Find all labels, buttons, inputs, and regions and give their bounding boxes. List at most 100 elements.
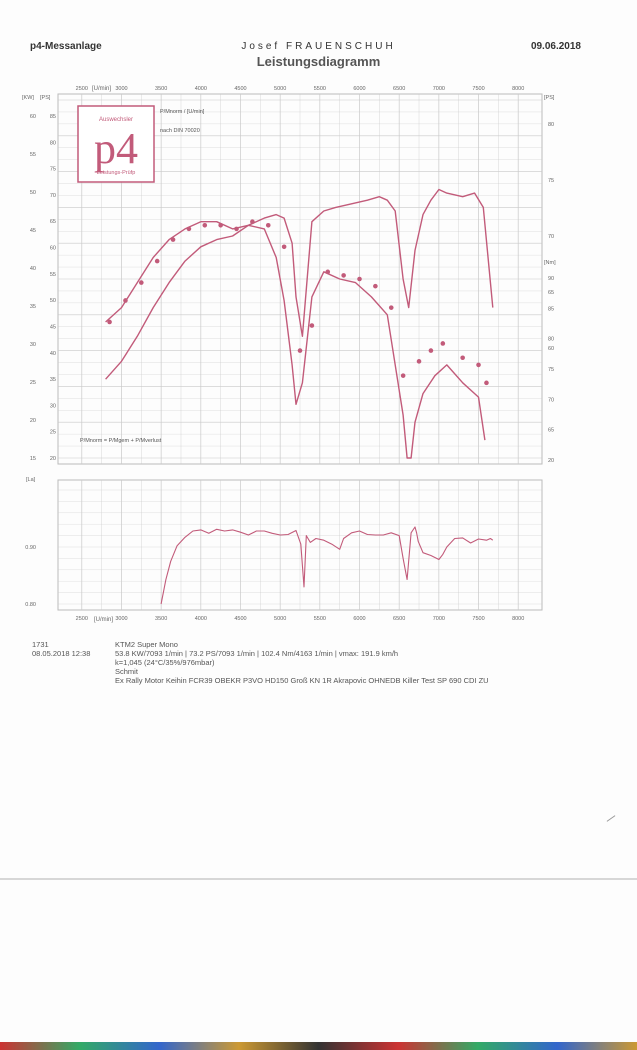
y-tick-lambda: 0.90 xyxy=(25,545,36,551)
y-tick-right-nm: 85 xyxy=(548,306,554,312)
main-grid xyxy=(58,94,542,464)
x-tick-label: 7000 xyxy=(433,86,445,92)
data-point xyxy=(170,237,176,242)
x-tick-label: 2500 xyxy=(76,86,88,92)
main-series xyxy=(105,188,494,459)
y-tick-kw: 40 xyxy=(30,266,36,272)
x-tick-label: 8000 xyxy=(512,86,524,92)
logo-bottom-text: Leistungs-Prüfp xyxy=(97,170,136,176)
y-tick-ps: 35 xyxy=(50,377,56,383)
series-line-m xyxy=(105,221,486,459)
vehicle-name: KTM2 Super Mono xyxy=(115,640,178,649)
x-tick-label: 5500 xyxy=(314,616,326,622)
x-tick-label: 5000 xyxy=(274,616,286,622)
data-point xyxy=(357,276,362,282)
x-tick-label: 3500 xyxy=(155,86,167,92)
x-tick-label: 5500 xyxy=(314,86,326,92)
data-point xyxy=(107,319,112,325)
x-tick-label: 7000 xyxy=(433,616,445,622)
y-tick-kw: 50 xyxy=(30,190,36,196)
data-point xyxy=(476,362,481,368)
scan-bottom-bar xyxy=(0,1042,637,1050)
y-tick-ps: 65 xyxy=(50,219,56,225)
setup-notes: Ex Rally Motor Keihin FCR39 OBEKR P3VO H… xyxy=(115,676,489,685)
x-axis-top: 2500 3000 3500 4000 4500 5000 5500 6000 6500 7000… xyxy=(76,86,525,92)
right-unit-nm: [Nm] xyxy=(544,260,556,266)
y-tick-right-nm: 75 xyxy=(548,367,554,373)
x-tick-label: 4500 xyxy=(234,86,246,92)
data-point xyxy=(281,244,287,250)
y-tick-right-nm: 80 xyxy=(548,337,554,343)
y-tick-kw: 55 xyxy=(30,152,36,158)
data-point xyxy=(123,298,128,303)
data-point xyxy=(250,219,255,225)
y-tick-ps: 30 xyxy=(50,403,56,409)
left-unit-ps: [PS] xyxy=(40,95,51,101)
x-tick-label: 2500 xyxy=(76,616,88,622)
y-tick-kw: 45 xyxy=(30,228,36,234)
y-tick-kw: 35 xyxy=(30,304,36,310)
data-point xyxy=(309,323,315,328)
data-point xyxy=(416,359,422,364)
y-tick-right-nm: 65 xyxy=(548,428,554,434)
left-unit-kw: [KW] xyxy=(22,95,34,101)
x-tick-label: 6000 xyxy=(353,616,365,622)
data-point xyxy=(234,226,239,232)
x-tick-label: 7500 xyxy=(472,86,484,92)
p4-logo: Auswechsler p4 Leistungs-Prüfp xyxy=(77,105,155,183)
y-tick-ps: 75 xyxy=(50,167,56,173)
dyno-chart: [U/min] 2500 3000 3500 4000 4500 5000 5500 6000… xyxy=(22,86,556,623)
y-tick-ps: 80 xyxy=(50,140,56,146)
y-tick-kw: 60 xyxy=(30,114,36,120)
scan-mark xyxy=(606,815,616,822)
left-axis-ps: 20 25 30 35 40 45 50 55 60 65 70 75 80 85 xyxy=(50,114,56,462)
data-point xyxy=(186,226,192,232)
x-tick-label: 8000 xyxy=(512,616,524,622)
test-timestamp: 08.05.2018 12:38 xyxy=(32,649,91,658)
lambda-series xyxy=(160,526,494,605)
y-tick-right-ps: 75 xyxy=(548,178,554,184)
y-tick-lambda: 0.80 xyxy=(25,602,36,608)
x-unit-top: [U/min] xyxy=(92,86,111,92)
data-point xyxy=(154,258,160,264)
y-tick-ps: 55 xyxy=(50,272,56,278)
data-point xyxy=(428,348,434,353)
data-point xyxy=(218,223,223,228)
lambda-line xyxy=(160,526,494,605)
y-tick-right-ps: 70 xyxy=(548,234,554,240)
right-unit-ps: [PS] xyxy=(544,95,555,101)
x-tick-label: 4500 xyxy=(234,616,246,622)
y-tick-ps: 40 xyxy=(50,351,56,357)
data-point xyxy=(325,269,331,275)
company-name: Josef FRAUENSCHUH xyxy=(241,41,396,52)
x-tick-label: 6500 xyxy=(393,86,405,92)
legend-line-2: nach DIN 70020 xyxy=(160,128,200,134)
formula-label: P/Mnorm = P/Mgem + P/Mverlust xyxy=(80,438,162,444)
right-axis-nm: 20 65 70 75 80 85 90 xyxy=(548,276,554,464)
y-tick-ps: 70 xyxy=(50,193,56,199)
logo-text: p4 xyxy=(94,124,138,173)
x-tick-label: 6000 xyxy=(353,86,365,92)
x-tick-label: 4000 xyxy=(195,86,207,92)
page-title: Leistungsdiagramm xyxy=(256,54,381,69)
y-tick-right-ps: 65 xyxy=(548,290,554,296)
results-summary: 53.8 KW/7093 1/min | 73.2 PS/7093 1/min … xyxy=(115,649,399,658)
y-tick-right-nm: 70 xyxy=(548,397,554,403)
y-tick-right-nm: 20 xyxy=(548,458,554,464)
lambda-y-axis: 0.80 0.90 xyxy=(25,545,36,608)
x-axis-bottom: 2500 3000 3500 4000 4500 5000 5500 6000 6500 7000… xyxy=(76,616,525,622)
data-point xyxy=(202,223,208,228)
y-tick-right-ps: 60 xyxy=(548,346,554,352)
x-tick-label: 4000 xyxy=(195,616,207,622)
y-tick-right-nm: 90 xyxy=(548,276,554,282)
data-point xyxy=(139,280,144,285)
left-axis-kw: 15 20 25 30 35 40 45 50 55 60 xyxy=(30,114,36,462)
y-tick-kw: 20 xyxy=(30,418,36,424)
logo-top-text: Auswechsler xyxy=(99,117,133,123)
y-tick-ps: 60 xyxy=(50,246,56,252)
y-tick-kw: 30 xyxy=(30,342,36,348)
y-tick-kw: 15 xyxy=(30,456,36,462)
system-name: p4-Messanlage xyxy=(30,41,102,52)
data-point xyxy=(265,223,271,228)
y-tick-kw: 25 xyxy=(30,380,36,386)
